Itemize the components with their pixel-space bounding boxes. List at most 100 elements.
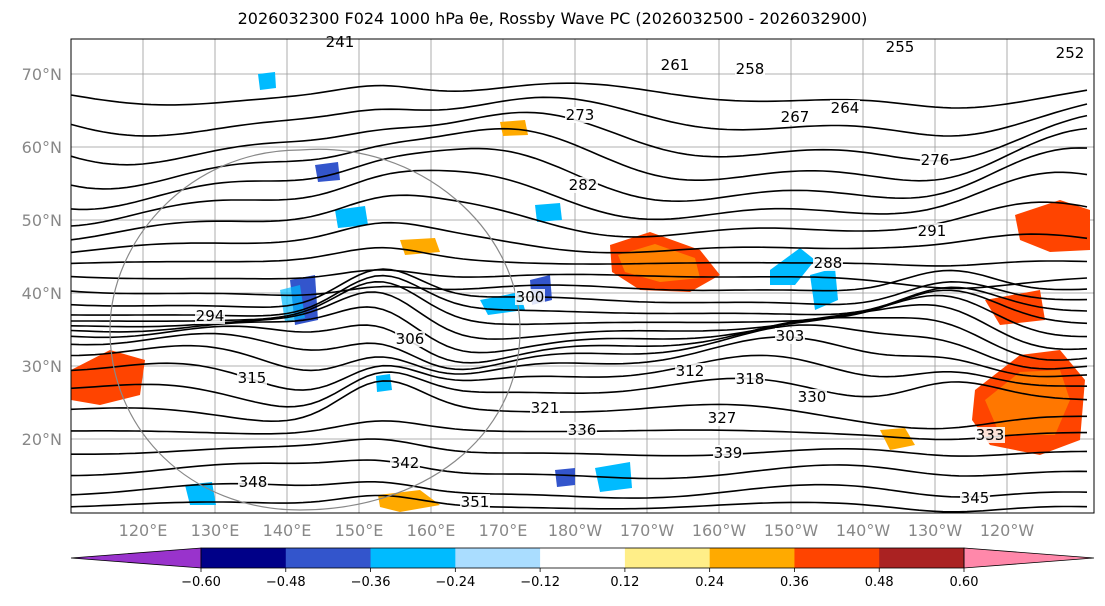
contour-line — [70, 291, 1088, 340]
longitude-labels: 120°E 130°E 140°E 150°E 160°E 170°E 180°W 170°W… — [119, 521, 1035, 540]
colorbar-segment — [285, 548, 372, 568]
contour-label: 330 — [798, 388, 827, 406]
colorbar-tick-label: −0.24 — [435, 575, 475, 590]
contour-line — [70, 274, 1088, 317]
contour-line — [70, 269, 1088, 290]
colorbar-segment — [624, 548, 711, 568]
colorbar-tick-label: 0.12 — [610, 575, 639, 590]
lat-label: 50°N — [22, 211, 62, 230]
contour-label: 339 — [714, 444, 743, 462]
map-frame — [70, 38, 1095, 514]
contour-line — [70, 494, 1088, 513]
contour-label: 318 — [736, 370, 765, 388]
contour-label: 327 — [708, 409, 737, 427]
contour-label: 303 — [776, 327, 805, 345]
colorbar-tick-label: 0.24 — [695, 575, 724, 590]
lon-label: 130°W — [908, 521, 963, 540]
colorbar-segment — [709, 548, 795, 568]
contour-label: 282 — [569, 176, 598, 194]
lon-label: 170°E — [479, 521, 528, 540]
lon-label: 180°W — [548, 521, 603, 540]
contour-line — [70, 169, 1088, 227]
colorbar-extend-max — [963, 547, 1095, 569]
colorbar-segment — [455, 548, 541, 568]
contour-label: 258 — [736, 60, 765, 78]
lon-label: 140°E — [263, 521, 312, 540]
contour-label: 291 — [918, 222, 947, 240]
contour-label: 342 — [391, 454, 420, 472]
contour-label: 273 — [566, 106, 595, 124]
contour-label: 312 — [676, 362, 705, 380]
lon-label: 160°E — [407, 521, 456, 540]
colorbar-segment — [201, 548, 287, 568]
lon-label: 120°W — [980, 521, 1035, 540]
contour-label: 333 — [976, 426, 1005, 444]
contour-label: 241 — [326, 33, 355, 51]
contour-label: 294 — [196, 307, 225, 325]
contour-line — [70, 371, 1088, 408]
contour-label: 300 — [516, 288, 545, 306]
region-circle — [109, 148, 521, 511]
contour-label: 261 — [661, 56, 690, 74]
colorbar-tick-label: −0.48 — [266, 575, 306, 590]
contour-line — [70, 324, 1088, 371]
contour-line — [70, 147, 1088, 211]
plot-title: 2026032300 F024 1000 hPa θe, Rossby Wave… — [237, 9, 868, 28]
colorbar-segment — [794, 548, 880, 568]
contour-line — [70, 96, 1088, 137]
contour-line — [70, 269, 1088, 297]
contour-label: 276 — [921, 151, 950, 169]
colorbar-segment — [540, 548, 626, 568]
contour-labels: 255 258 264 267 273 276 282 288 291 294 300 303 306 3… — [195, 33, 1085, 511]
colorbar-tick-labels: −0.60 −0.48 −0.36 −0.24 −0.12 0.12 0.24 0.36 0.4… — [181, 568, 978, 590]
lat-label: 40°N — [22, 284, 62, 303]
contour-line — [70, 304, 1088, 354]
lon-label: 120°E — [119, 521, 168, 540]
lon-label: 150°E — [335, 521, 384, 540]
colorbar-tick-label: 0.36 — [780, 575, 809, 590]
contour-label: 321 — [531, 399, 560, 417]
colorbar-tick-label: −0.60 — [181, 575, 221, 590]
contour-line — [71, 438, 1088, 457]
contour-line — [70, 336, 1088, 378]
colorbar-tick-label: 0.48 — [865, 575, 894, 590]
contour-label: 264 — [831, 99, 860, 117]
lon-label: 150°W — [764, 521, 819, 540]
contour-line — [70, 82, 1088, 109]
contour-line — [70, 127, 1088, 190]
colorbar-segment — [879, 548, 965, 568]
colorbar-extend-min — [70, 547, 202, 569]
lon-label: 170°W — [620, 521, 675, 540]
lat-label: 30°N — [22, 357, 62, 376]
lon-label: 130°E — [191, 521, 240, 540]
contour-label: 255 — [886, 38, 915, 56]
contour-label: 315 — [238, 369, 267, 387]
lon-label: 160°W — [692, 521, 747, 540]
colorbar-tick-label: 0.60 — [950, 575, 979, 590]
colorbar-tick-label: −0.36 — [351, 575, 391, 590]
contour-label: 336 — [568, 421, 597, 439]
contour-line — [70, 316, 1088, 364]
contour-label: 288 — [814, 254, 843, 272]
contour-line — [71, 280, 1088, 326]
contour-label: 348 — [239, 473, 268, 491]
colorbar — [70, 547, 1095, 569]
lon-label: 140°W — [836, 521, 891, 540]
contour-line — [70, 221, 1088, 254]
contour-label: 267 — [781, 108, 810, 126]
contour-line — [70, 268, 1088, 309]
contour-line — [70, 246, 1088, 267]
contour-label: 306 — [396, 330, 425, 348]
contour-label: 351 — [461, 493, 490, 511]
contour-line — [70, 380, 1087, 430]
contour-label: 252 — [1056, 44, 1085, 62]
lat-label: 60°N — [22, 138, 62, 157]
contour-line — [70, 459, 1088, 480]
lat-label: 20°N — [22, 430, 62, 449]
lat-label: 70°N — [22, 65, 62, 84]
latitude-labels: 70°N 60°N 50°N 40°N 30°N 20°N — [22, 65, 62, 449]
contour-label: 345 — [961, 489, 990, 507]
colorbar-tick-label: −0.12 — [520, 575, 560, 590]
colorbar-segment — [370, 548, 456, 568]
